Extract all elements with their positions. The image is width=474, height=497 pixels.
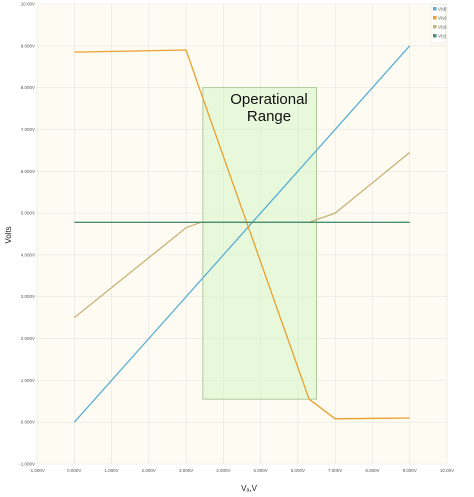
legend-label-ve: V(e)	[438, 15, 447, 20]
x-tick-label: 2.000V	[142, 468, 156, 473]
series-line-vd	[73, 45, 411, 423]
y-tick-label: 5.000V	[21, 211, 35, 216]
x-tick-label: 5.000V	[254, 468, 268, 473]
legend-label-vo: V(o)	[438, 24, 447, 29]
y-tick-label: 8.000V	[21, 85, 35, 90]
y-tick-label: 7.000V	[21, 127, 35, 132]
region-label-line1: Operational	[230, 91, 308, 108]
x-tick-label: 9.000V	[403, 468, 417, 473]
operational-range-rect	[202, 87, 317, 400]
y-axis-label: Volts	[4, 226, 13, 243]
x-tick-label: 6.000V	[291, 468, 305, 473]
x-tick-label: 3.000V	[179, 468, 193, 473]
legend-swatch-vd	[433, 7, 437, 11]
operational-range-region	[202, 87, 317, 400]
y-tick-label: 4.000V	[21, 252, 35, 257]
legend-swatch-ve	[433, 16, 437, 20]
y-tick-label: 10.00V	[21, 2, 35, 7]
x-tick-label: 10.00V	[440, 468, 454, 473]
x-axis-label: Vₐ,V	[241, 484, 258, 493]
y-tick-label: -1.000V	[19, 462, 35, 467]
legend-swatch-vo	[433, 25, 437, 29]
series-layer	[73, 45, 411, 423]
y-tick-label: 6.000V	[21, 169, 35, 174]
y-tick-label: 9.000V	[21, 43, 35, 48]
y-tick-label: 0.000V	[21, 420, 35, 425]
legend-label-vc: V(c)	[438, 33, 447, 38]
y-tick-label: 2.000V	[21, 336, 35, 341]
legend-swatch-vc	[433, 34, 437, 38]
series-line-ve	[74, 49, 410, 420]
x-tick-label: 0.000V	[67, 468, 81, 473]
x-tick-label: 7.000V	[328, 468, 342, 473]
x-tick-label: 1.000V	[104, 468, 118, 473]
x-tick-label: -1.000V	[29, 468, 45, 473]
legend: V(d) V(e) V(o) V(c)	[430, 4, 447, 44]
legend-box	[430, 4, 446, 44]
x-tick-label: 8.000V	[365, 468, 379, 473]
region-label-line2: Range	[247, 108, 291, 125]
x-tick-label: 4.000V	[216, 468, 230, 473]
x-ticks: -1.000V 0.000V 1.000V 2.000V 3.000V 4.000V 5.0…	[29, 468, 454, 473]
y-tick-label: 1.000V	[21, 378, 35, 383]
region-label: Operational Range	[230, 91, 308, 125]
y-ticks: -1.000V 0.000V 1.000V 2.000V 3.000V 4.000V 5.0…	[19, 2, 35, 467]
legend-label-vd: V(d)	[438, 6, 447, 11]
y-tick-label: 3.000V	[21, 294, 35, 299]
